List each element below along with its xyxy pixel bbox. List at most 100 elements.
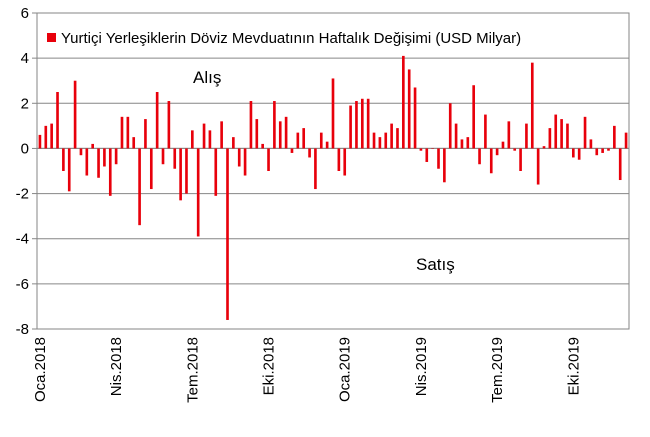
x-tick-label: Tem.2019 xyxy=(489,337,506,403)
bar xyxy=(355,101,358,149)
bar xyxy=(67,148,71,192)
bar xyxy=(132,137,136,149)
bar xyxy=(501,141,505,149)
bar xyxy=(366,98,370,149)
y-tick-label: 6 xyxy=(21,5,29,22)
x-tick-label: Eki.2018 xyxy=(261,337,278,395)
bar xyxy=(595,148,599,156)
bar xyxy=(267,148,270,171)
bar xyxy=(50,123,53,149)
bar xyxy=(138,148,141,226)
legend-swatch xyxy=(47,33,56,42)
bar xyxy=(220,121,223,149)
bar xyxy=(120,116,124,149)
x-axis: Oca.2018 Nis.2018 Tem.2018 Eki.2018 Oca.2019… xyxy=(32,337,582,403)
bar xyxy=(296,132,300,149)
legend: Yurtiçi Yerleşiklerin Döviz Mevduatının … xyxy=(47,30,521,47)
bar xyxy=(454,123,458,149)
bar xyxy=(566,123,569,149)
bar xyxy=(155,92,159,149)
y-tick-label: -8 xyxy=(16,321,29,338)
bar xyxy=(179,148,182,201)
bar xyxy=(226,148,229,320)
bar xyxy=(237,148,241,167)
bar xyxy=(448,103,452,149)
bar xyxy=(349,105,352,149)
bar xyxy=(601,148,604,153)
bar xyxy=(507,121,511,149)
bar xyxy=(173,148,177,169)
y-axis: 6 4 2 0 -2 -4 -6 -8 xyxy=(16,5,37,338)
bar xyxy=(56,92,59,149)
bar xyxy=(331,78,335,149)
bar xyxy=(202,123,206,149)
x-tick-label: Nis.2018 xyxy=(108,337,125,396)
bar xyxy=(114,148,118,165)
bar xyxy=(624,132,628,149)
bar xyxy=(618,148,622,181)
bar xyxy=(208,130,212,149)
bar xyxy=(530,62,534,149)
bar xyxy=(495,148,499,156)
bar xyxy=(308,148,311,158)
bar xyxy=(85,148,89,176)
bar xyxy=(489,148,493,174)
bar xyxy=(73,80,77,149)
bar xyxy=(513,148,517,151)
bar xyxy=(108,148,112,196)
bar xyxy=(589,139,593,149)
bar xyxy=(79,148,83,156)
bar xyxy=(396,128,399,149)
bar xyxy=(126,116,130,149)
bar xyxy=(319,132,323,149)
bar xyxy=(554,114,558,149)
bar xyxy=(97,148,100,178)
bar xyxy=(185,148,188,194)
bar xyxy=(443,148,446,183)
x-tick-label: Eki.2019 xyxy=(565,337,582,395)
bar xyxy=(325,141,329,149)
bar xyxy=(38,134,42,149)
x-tick-label: Tem.2018 xyxy=(184,337,201,403)
bar xyxy=(314,148,317,190)
annotation-satis: Satış xyxy=(416,255,455,274)
bar xyxy=(384,132,388,149)
y-tick-label: -2 xyxy=(16,186,29,203)
x-tick-label: Oca.2019 xyxy=(337,337,354,402)
bar xyxy=(360,98,364,149)
y-tick-label: -6 xyxy=(16,276,29,293)
bar xyxy=(214,148,218,196)
bar xyxy=(478,148,481,165)
bar xyxy=(425,148,429,162)
bar xyxy=(466,137,470,149)
bar xyxy=(149,148,153,190)
x-tick-label: Oca.2018 xyxy=(32,337,49,402)
bar xyxy=(607,148,610,151)
bar xyxy=(407,69,411,149)
bar xyxy=(255,119,259,149)
bar xyxy=(343,148,347,176)
y-tick-label: 2 xyxy=(21,95,29,112)
bar xyxy=(572,148,575,158)
bar xyxy=(472,85,475,149)
bar xyxy=(402,55,405,149)
bar xyxy=(372,132,376,149)
x-tick-label: Nis.2019 xyxy=(413,337,430,396)
bar xyxy=(577,148,581,160)
bar xyxy=(191,130,194,149)
bar xyxy=(243,148,247,176)
bar xyxy=(378,137,382,149)
bar xyxy=(560,119,563,149)
bar xyxy=(167,101,171,149)
y-tick-label: 4 xyxy=(21,50,29,67)
bar xyxy=(103,148,106,167)
bar xyxy=(44,125,48,149)
bar xyxy=(583,116,587,149)
bar xyxy=(144,119,147,149)
bar xyxy=(484,114,487,149)
bar xyxy=(196,148,200,237)
annotation-alis: Alış xyxy=(193,68,221,87)
bar xyxy=(232,137,235,149)
bar xyxy=(548,128,552,149)
